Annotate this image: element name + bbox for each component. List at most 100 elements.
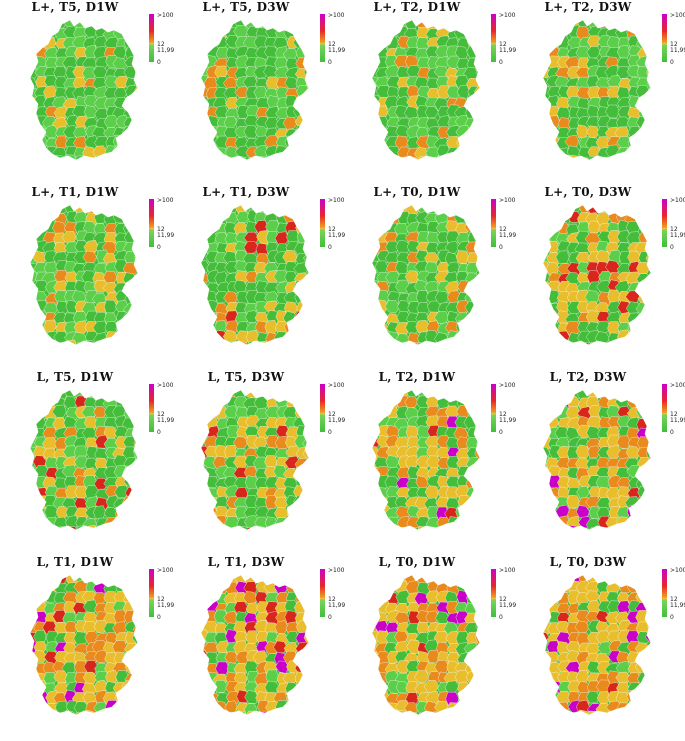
district	[123, 213, 138, 227]
district	[105, 575, 120, 587]
legend-label: 12	[499, 41, 507, 48]
district	[576, 157, 591, 160]
district	[556, 157, 571, 160]
district	[543, 25, 551, 40]
district	[616, 435, 631, 449]
district	[586, 46, 601, 60]
legend-label: 11,99	[499, 602, 517, 609]
district	[305, 95, 309, 110]
legend-label: >100	[499, 382, 516, 389]
district	[30, 157, 38, 160]
district	[543, 211, 550, 227]
district	[647, 689, 651, 703]
district	[306, 476, 309, 490]
legend-label: 0	[328, 59, 332, 66]
district	[635, 507, 650, 522]
district	[646, 672, 651, 687]
district	[103, 390, 120, 402]
district	[465, 105, 479, 120]
district	[637, 136, 651, 148]
district	[132, 703, 138, 715]
district	[133, 526, 138, 530]
legend-label: >100	[670, 382, 685, 389]
district	[112, 341, 129, 345]
district	[473, 582, 480, 597]
district	[304, 205, 309, 214]
district	[373, 147, 390, 160]
district	[375, 575, 390, 584]
district	[30, 205, 38, 214]
district	[387, 154, 400, 160]
district	[415, 455, 432, 469]
legend-label: >100	[157, 567, 174, 574]
district	[466, 144, 480, 159]
district	[372, 20, 379, 28]
district	[476, 135, 480, 149]
germany-map	[371, 574, 481, 716]
district	[105, 632, 119, 645]
district	[547, 390, 563, 399]
district	[74, 455, 89, 469]
district	[124, 390, 138, 401]
district	[627, 390, 642, 398]
district	[477, 467, 480, 480]
district	[436, 457, 451, 469]
district	[34, 20, 49, 31]
district	[112, 575, 127, 585]
district	[306, 232, 309, 246]
district	[65, 299, 79, 314]
district	[616, 340, 630, 345]
district	[276, 527, 291, 530]
district	[547, 86, 562, 99]
legend-label: 12	[328, 226, 336, 233]
legend-label: 0	[670, 244, 674, 251]
district	[265, 340, 280, 345]
district	[587, 220, 601, 234]
map-panel: L, T1, D3W >100 12 11,99 0	[171, 555, 345, 740]
district	[596, 527, 612, 530]
district	[294, 342, 308, 345]
legend-label: 11,99	[670, 232, 685, 239]
district	[214, 575, 229, 587]
legend-colorbar	[149, 199, 154, 247]
district	[294, 527, 308, 530]
district	[132, 96, 138, 110]
district	[648, 210, 651, 224]
district	[647, 407, 651, 420]
district	[372, 136, 380, 150]
district	[30, 406, 39, 420]
district	[465, 701, 480, 715]
district	[305, 147, 309, 160]
district	[303, 643, 309, 657]
district	[478, 310, 480, 324]
map-panel: L+, T5, D3W >100 12 11,99 0	[171, 0, 345, 185]
district	[133, 712, 138, 715]
district	[201, 117, 210, 130]
district	[205, 711, 221, 715]
district	[30, 390, 38, 399]
district	[575, 527, 590, 530]
district	[123, 321, 138, 336]
district	[544, 416, 559, 429]
district	[607, 416, 622, 429]
district	[201, 713, 209, 715]
district	[627, 517, 642, 530]
district	[206, 155, 222, 160]
district	[41, 527, 58, 530]
district	[305, 211, 309, 224]
district	[475, 38, 480, 52]
district	[30, 223, 38, 236]
legend-colorbar	[320, 14, 325, 62]
panel-title: L+, T0, D3W	[544, 185, 632, 199]
district	[645, 35, 651, 48]
district	[476, 47, 480, 60]
district	[132, 601, 138, 615]
district	[386, 390, 401, 399]
district	[546, 340, 561, 345]
district	[30, 35, 39, 50]
district	[635, 322, 651, 335]
district	[543, 330, 552, 345]
district	[131, 320, 138, 334]
district	[135, 65, 138, 79]
district	[647, 312, 651, 326]
